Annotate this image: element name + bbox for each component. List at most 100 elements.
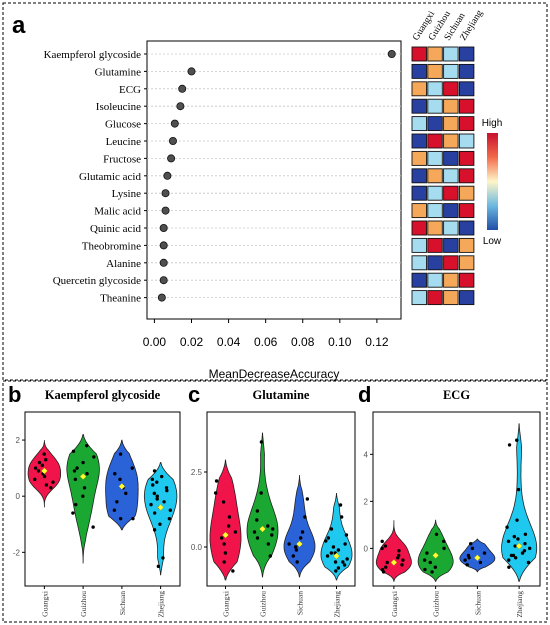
data-point	[287, 542, 291, 546]
violin-shape	[417, 519, 454, 582]
heatmap-cell	[443, 255, 459, 271]
data-point	[222, 560, 226, 564]
data-point	[75, 466, 79, 470]
y-tick-label: Glutamine	[95, 66, 142, 78]
data-point	[505, 525, 509, 529]
y-tick-label: Leucine	[106, 136, 142, 148]
data-point	[33, 477, 37, 482]
y-tick-label: Quinic acid	[90, 223, 142, 235]
heatmap-cell	[427, 203, 443, 219]
mean-marker	[41, 467, 48, 475]
x-tick-label: Guizhou	[79, 591, 88, 617]
mean-marker	[515, 542, 523, 550]
heatmap-cell	[427, 220, 443, 236]
data-point	[161, 556, 165, 560]
heatmap-cell	[427, 133, 443, 149]
heatmap-cell	[411, 185, 427, 201]
data-point	[527, 546, 532, 551]
data-point	[325, 554, 330, 558]
data-point	[385, 560, 389, 565]
mean-marker	[474, 554, 481, 562]
x-tick-label: 0.08	[291, 335, 315, 349]
data-point	[380, 546, 384, 551]
importance-point	[170, 119, 179, 128]
data-point	[324, 539, 328, 543]
data-point	[397, 549, 401, 553]
x-tick-label: Guizhou	[432, 591, 441, 617]
heatmap-cell	[443, 272, 459, 288]
importance-point	[163, 171, 172, 180]
heatmap-cell	[443, 133, 459, 149]
mean-marker	[222, 531, 229, 539]
data-point	[506, 539, 511, 544]
data-point	[151, 483, 155, 487]
panel-letter-c: c	[188, 382, 200, 407]
heatmap-cell	[427, 150, 443, 166]
heatmap-cell	[443, 220, 459, 236]
data-point	[380, 539, 384, 544]
data-point	[401, 558, 405, 562]
x-tick-label: Zhejiang	[333, 591, 342, 618]
data-point	[515, 438, 519, 442]
data-point	[522, 549, 527, 553]
data-point	[342, 563, 347, 567]
data-point	[266, 524, 270, 528]
x-tick-label: Zhejiang	[157, 591, 166, 618]
data-point	[520, 551, 525, 555]
data-point	[113, 472, 117, 476]
data-point	[115, 500, 119, 504]
importance-point	[178, 84, 187, 93]
heatmap-cell	[427, 290, 443, 306]
importance-point	[167, 154, 176, 163]
mean-marker	[118, 483, 126, 490]
importance-point	[176, 102, 185, 111]
data-point	[42, 452, 46, 456]
data-point	[73, 477, 78, 482]
data-point	[516, 487, 521, 492]
data-point	[523, 541, 527, 546]
data-point	[326, 536, 331, 540]
data-point	[442, 539, 446, 544]
mean-marker	[390, 559, 398, 566]
data-point	[442, 546, 446, 551]
y-tick-label: 2.5	[191, 468, 203, 477]
data-point	[42, 474, 47, 479]
x-tick-label: 0.00	[143, 335, 167, 349]
data-point	[255, 509, 260, 513]
heatmap-cell	[458, 237, 475, 253]
y-tick-label: 4	[364, 450, 369, 459]
data-point	[155, 494, 159, 498]
violin-title: Kaempferol glycoside	[45, 388, 161, 402]
data-point	[396, 556, 400, 560]
heatmap-cell	[427, 81, 443, 97]
y-tick-label: Lysine	[112, 188, 141, 200]
data-point	[112, 508, 117, 512]
data-point	[226, 524, 231, 528]
legend-gradient-bar	[487, 133, 498, 230]
heatmap-cell	[443, 98, 459, 114]
violin-panel-b: Kaempferol glycoside -2 0 2 Guangxi Guizhou Si…	[13, 388, 181, 618]
data-point	[221, 500, 226, 504]
importance-point	[168, 136, 177, 145]
data-point	[130, 466, 134, 470]
data-point	[124, 491, 128, 496]
data-point	[293, 545, 298, 549]
dot-plot-frame	[146, 40, 402, 320]
heatmap-cell	[443, 203, 459, 219]
y-tick-label: -2	[13, 548, 21, 557]
data-point	[469, 541, 473, 546]
data-point	[81, 460, 85, 465]
data-point	[162, 500, 166, 504]
data-point	[430, 570, 434, 574]
x-tick-label: Guangxi	[222, 591, 231, 617]
data-point	[339, 515, 344, 519]
data-point	[158, 522, 162, 526]
data-point	[338, 503, 343, 507]
heatmap-cell	[443, 185, 459, 201]
violin-shape	[320, 492, 353, 581]
data-point	[152, 491, 157, 496]
data-point	[343, 542, 347, 546]
data-point	[336, 566, 341, 570]
y-tick-label: 2	[364, 497, 369, 506]
heatmap-cell	[411, 63, 427, 79]
